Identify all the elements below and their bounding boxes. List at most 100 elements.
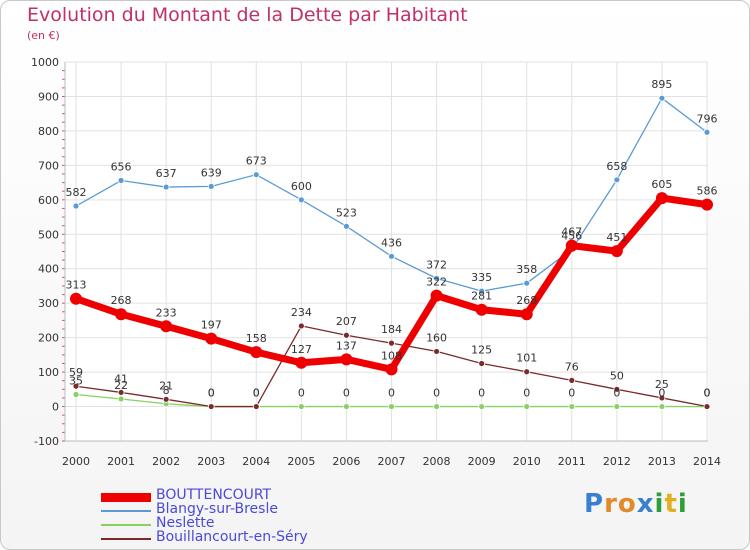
data-point xyxy=(478,403,486,410)
legend-swatch xyxy=(101,510,151,512)
data-point xyxy=(613,403,621,410)
x-tick-label: 2001 xyxy=(107,455,135,468)
legend-label: BOUTTENCOURT xyxy=(156,487,272,503)
data-label: 0 xyxy=(343,387,350,400)
data-point xyxy=(207,182,215,190)
data-label: 456 xyxy=(561,229,582,242)
data-point xyxy=(70,292,82,305)
data-label: 605 xyxy=(651,178,672,191)
data-point xyxy=(433,403,440,410)
data-label: 137 xyxy=(336,339,357,352)
data-label: 586 xyxy=(697,185,718,198)
x-tick-label: 2012 xyxy=(603,455,631,468)
data-label: 76 xyxy=(565,360,579,373)
data-label: 335 xyxy=(471,271,492,284)
x-tick-label: 2006 xyxy=(332,455,360,468)
data-label: 436 xyxy=(381,236,402,249)
data-point xyxy=(72,202,80,210)
data-point xyxy=(297,403,305,410)
x-tick-label: 2004 xyxy=(242,455,270,468)
data-label: 0 xyxy=(253,387,260,400)
data-point xyxy=(252,171,260,179)
data-label: 637 xyxy=(156,167,177,180)
x-tick-label: 2003 xyxy=(197,455,225,468)
data-point xyxy=(478,360,486,367)
data-point xyxy=(523,279,531,287)
data-label: 125 xyxy=(471,343,492,356)
data-label: 233 xyxy=(156,306,177,319)
data-point xyxy=(478,287,486,295)
data-label: 0 xyxy=(478,387,485,400)
series xyxy=(70,94,713,410)
data-point xyxy=(610,245,623,258)
y-tick-label: 700 xyxy=(38,159,59,172)
data-point xyxy=(205,332,218,345)
data-point xyxy=(703,403,711,410)
x-tick-label: 2002 xyxy=(152,455,180,468)
data-label: 59 xyxy=(69,366,83,379)
data-label: 22 xyxy=(114,379,128,392)
data-label: 50 xyxy=(610,369,624,382)
data-label: 372 xyxy=(426,258,447,271)
data-point xyxy=(523,368,531,376)
y-tick-label: -100 xyxy=(34,435,59,448)
data-point xyxy=(433,274,440,282)
data-labels: 313 268 233 197 158 127 137 108 322 281 268 467 451 6… xyxy=(66,78,718,399)
data-label: 0 xyxy=(208,387,215,400)
data-label: 796 xyxy=(697,112,718,125)
data-point xyxy=(250,346,263,359)
y-tick-label: 1000 xyxy=(31,56,59,69)
y-tick-label: 200 xyxy=(38,332,59,345)
y-tick-label: 300 xyxy=(38,297,59,310)
data-label: 0 xyxy=(613,387,620,400)
axes: -100010020030040050060070080090010002000… xyxy=(31,56,721,468)
data-label: 0 xyxy=(658,387,665,400)
data-label: 160 xyxy=(426,331,447,344)
data-point xyxy=(658,403,666,410)
data-label: 0 xyxy=(433,387,440,400)
data-point xyxy=(252,403,260,410)
data-point xyxy=(162,395,170,403)
data-point xyxy=(297,322,305,330)
data-label: 25 xyxy=(655,378,669,391)
data-point xyxy=(523,403,531,410)
chart-title: Evolution du Montant de la Dette par Hab… xyxy=(27,4,468,26)
series-bouttencourt xyxy=(70,192,713,376)
data-point xyxy=(295,356,308,369)
data-point xyxy=(117,395,125,403)
data-point xyxy=(703,128,711,136)
x-tick-label: 2010 xyxy=(513,455,541,468)
data-point xyxy=(207,403,215,410)
data-label: 0 xyxy=(253,387,260,400)
x-tick-label: 2007 xyxy=(378,455,406,468)
data-label: 268 xyxy=(111,294,132,307)
series-bouillancourt-en-s-ry xyxy=(72,322,711,410)
data-label: 0 xyxy=(388,387,395,400)
data-label: 467 xyxy=(561,226,582,239)
data-label: 41 xyxy=(114,372,128,385)
data-point xyxy=(388,403,395,410)
legend-swatch xyxy=(101,538,151,540)
data-label: 656 xyxy=(111,161,132,174)
data-point xyxy=(72,391,80,398)
data-point xyxy=(701,198,713,211)
data-label: 0 xyxy=(298,387,305,400)
data-label: 0 xyxy=(704,387,711,400)
x-tick-label: 2000 xyxy=(62,455,90,468)
x-tick-label: 2014 xyxy=(693,455,721,468)
data-label: 895 xyxy=(651,78,672,91)
data-label: 184 xyxy=(381,323,402,336)
legend-label: Neslette xyxy=(156,515,215,531)
y-tick-label: 600 xyxy=(38,194,59,207)
data-label: 268 xyxy=(516,294,537,307)
data-point xyxy=(117,177,125,184)
x-tick-label: 2013 xyxy=(648,455,676,468)
data-point xyxy=(343,331,350,339)
data-label: 658 xyxy=(606,160,627,173)
data-point xyxy=(568,403,576,410)
data-label: 127 xyxy=(291,343,312,356)
data-point xyxy=(568,376,576,384)
data-point xyxy=(343,403,350,410)
data-point xyxy=(475,303,488,316)
data-point xyxy=(297,196,305,204)
